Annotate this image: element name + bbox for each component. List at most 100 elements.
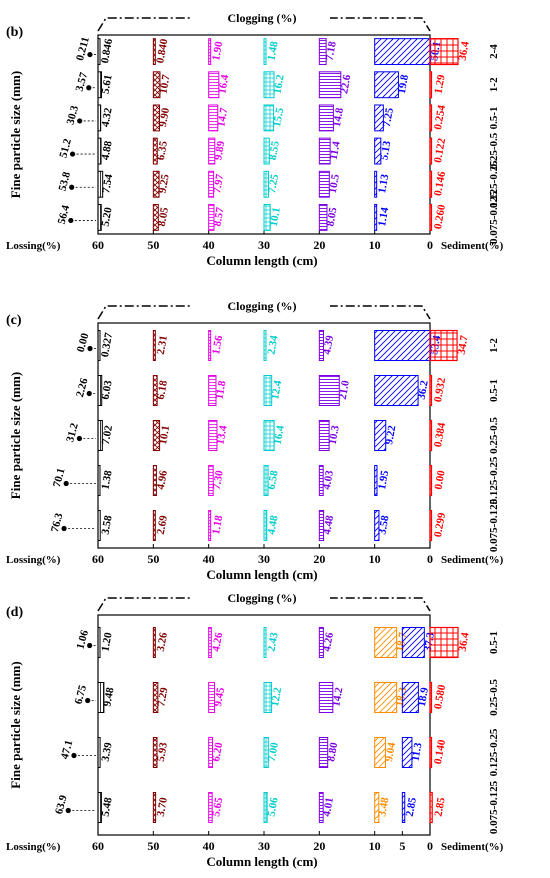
clogging-value: 8.80 xyxy=(325,741,340,763)
x-tick-label: 30 xyxy=(258,238,270,252)
clogging-value: 2.31 xyxy=(155,334,170,355)
lossing-point xyxy=(77,118,83,124)
x-tick-label: 20 xyxy=(313,552,325,566)
clogging-bar-30 xyxy=(263,737,269,768)
clogging-value: 22.6 xyxy=(338,73,353,95)
clogging-value: 1.95 xyxy=(376,469,391,491)
lossing-point xyxy=(69,151,76,157)
category-label: 0.25-0.5 xyxy=(488,132,500,169)
x-tick-label: 60 xyxy=(92,839,104,853)
clogging-bar-10 xyxy=(374,627,398,658)
clogging-value: 3.26 xyxy=(155,631,170,653)
clogging-bar-5 xyxy=(401,792,406,823)
clogging-bar-50 xyxy=(152,330,156,361)
clogging-bar-60 xyxy=(97,137,102,165)
clogging-value: 9.48 xyxy=(101,686,116,708)
clogging-bar-30 xyxy=(263,38,267,66)
clogging-bar-5 xyxy=(401,627,425,658)
category-label: 0.5-1 xyxy=(488,631,500,654)
clogging-value: 14.8 xyxy=(331,106,346,128)
clogging-value: 36.2 xyxy=(416,379,431,401)
clogging-value: 9.89 xyxy=(212,140,227,162)
sediment-value: 36.4 xyxy=(456,40,471,62)
clogging-bar-20 xyxy=(318,137,331,165)
lossing-value: 0.00 xyxy=(75,331,92,353)
sediment-bar xyxy=(429,203,433,231)
clogging-value: 11.3 xyxy=(409,741,424,762)
clogging-bar-5 xyxy=(401,737,413,768)
clogging-value: 16.2 xyxy=(272,73,287,95)
clogging-bar-60 xyxy=(97,420,103,451)
sediment-value: 0.146 xyxy=(432,170,448,197)
clogging-value: 18.9 xyxy=(416,686,431,708)
clogging-value: 1.13 xyxy=(376,173,391,195)
clogging-bar-20 xyxy=(318,203,328,231)
clogging-value: 19.8 xyxy=(396,73,411,95)
sediment-value: 1.29 xyxy=(432,73,447,95)
lossing-value: 56.4 xyxy=(56,203,73,225)
clogging-value: 6.58 xyxy=(266,469,281,491)
sediment-value: 34.7 xyxy=(456,334,471,356)
clogging-bar-50 xyxy=(152,510,156,541)
sediment-bar xyxy=(429,374,433,407)
clogging-value: 7.30 xyxy=(211,469,226,491)
clogging-bar-60 xyxy=(97,203,102,231)
x-tick-label: 20 xyxy=(313,839,325,853)
title-mask xyxy=(190,297,330,313)
clogging-value: 0.840 xyxy=(154,37,170,64)
x-tick-label: 60 xyxy=(92,238,104,252)
clogging-bar-10 xyxy=(374,38,432,66)
lossing-value: 70.1 xyxy=(51,467,68,489)
lossing-point xyxy=(68,217,74,224)
sediment-value: 0.140 xyxy=(432,738,448,765)
chart-title: Clogging (%) xyxy=(228,11,297,25)
category-label: 0.075-0.125 xyxy=(488,780,500,834)
clogging-bar-40 xyxy=(208,510,212,541)
clogging-bar-50 xyxy=(152,465,157,496)
clogging-bar-50 xyxy=(152,737,158,768)
lossing-point xyxy=(65,807,71,814)
lossing-point xyxy=(87,345,93,352)
x-tick-label: 10 xyxy=(369,238,381,252)
title-mask xyxy=(190,589,330,605)
clogging-bar-10 xyxy=(374,137,382,165)
clogging-value: 8.55 xyxy=(267,140,282,162)
lossing-value: 76.3 xyxy=(49,511,66,533)
lossing-value: 0.211 xyxy=(74,36,92,62)
clogging-value: 1.14 xyxy=(376,206,391,228)
clogging-bar-10 xyxy=(374,792,380,823)
lossing-label: Lossing(%) xyxy=(6,240,61,252)
clogging-value: 5.93 xyxy=(155,741,170,763)
clogging-bar-10 xyxy=(374,737,387,768)
panel-3: Clogging (%) (d) Fine particle size (mm) 60… xyxy=(6,589,504,869)
sediment-value: 0.260 xyxy=(432,203,448,230)
clogging-bar-40 xyxy=(208,137,216,165)
category-label: 2-4 xyxy=(488,44,500,59)
clogging-value: 2.43 xyxy=(265,631,280,653)
clogging-value: 7.18 xyxy=(324,40,339,62)
category-label: 0.125-0.25 xyxy=(488,456,500,504)
sediment-bar xyxy=(429,419,433,452)
clogging-bar-10 xyxy=(374,465,378,496)
sediment-value: 0.254 xyxy=(432,104,448,131)
sediment-bar xyxy=(429,38,459,66)
lossing-point xyxy=(86,390,92,397)
sediment-bar xyxy=(429,104,433,132)
clogging-bar-40 xyxy=(208,682,216,713)
clogging-bar-40 xyxy=(208,627,212,658)
clogging-bar-50 xyxy=(152,203,159,231)
clogging-value: 4.03 xyxy=(321,469,336,491)
clogging-value: 10.1 xyxy=(157,424,172,445)
clogging-value: 10.3 xyxy=(327,424,342,446)
clogging-value: 4.26 xyxy=(210,631,225,653)
lossing-value: 1.06 xyxy=(74,628,91,650)
clogging-bar-30 xyxy=(263,137,270,165)
clogging-bar-40 xyxy=(208,792,213,823)
clogging-value: 8.05 xyxy=(324,206,339,228)
clogging-bar-60 xyxy=(97,104,102,132)
clogging-bar-20 xyxy=(318,104,334,132)
clogging-bar-30 xyxy=(263,682,273,713)
x-tick-label: 0 xyxy=(427,839,433,853)
clogging-bar-50 xyxy=(152,38,156,66)
sediment-value: 2.85 xyxy=(432,796,447,818)
